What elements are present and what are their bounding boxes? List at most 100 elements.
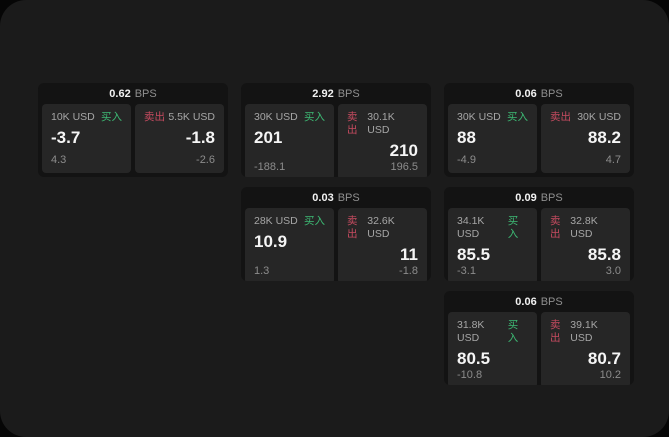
bps-unit-label: BPS	[134, 87, 157, 100]
quote-card: 2.92 BPS 30K USD 买入 201 -188.1 卖出 30.1K …	[241, 83, 431, 177]
buy-side-label: 买入	[304, 111, 325, 123]
card-body: 28K USD 买入 10.9 1.3 卖出 32.6K USD 11 -1.8	[245, 208, 427, 281]
buy-delta: -10.8	[457, 369, 483, 381]
sell-delta: -2.6	[196, 154, 215, 166]
sell-delta: 196.5	[390, 161, 418, 173]
sell-quote-panel[interactable]: 卖出 39.1K USD 80.7 10.2	[541, 312, 630, 385]
sell-price: 210	[389, 141, 418, 160]
buy-delta: -4.9	[457, 154, 476, 166]
sell-amount: 30.1K USD	[367, 111, 395, 136]
bps-value: 2.92	[312, 87, 334, 100]
buy-quote-panel[interactable]: 30K USD 买入 201 -188.1	[245, 104, 334, 177]
buy-price: 80.5	[457, 349, 491, 368]
bps-unit-label: BPS	[540, 87, 563, 100]
buy-side-label: 买入	[101, 111, 122, 123]
sell-side-label: 卖出	[347, 215, 358, 240]
sell-panel-top: 卖出 30.1K USD	[347, 111, 418, 137]
sell-side-label: 卖出	[144, 111, 165, 123]
card-body: 30K USD 买入 201 -188.1 卖出 30.1K USD 210 1…	[245, 104, 427, 177]
buy-price: 88	[457, 128, 476, 147]
sell-panel-top: 卖出 32.8K USD	[550, 215, 621, 241]
buy-price: 85.5	[457, 245, 491, 264]
buy-delta: -3.1	[457, 265, 476, 277]
sell-quote-panel[interactable]: 卖出 32.6K USD 11 -1.8	[338, 208, 427, 281]
quote-card: 0.62 BPS 10K USD 买入 -3.7 4.3 卖出 5.5K USD…	[38, 83, 228, 177]
card-header: 0.62 BPS	[38, 83, 228, 104]
quote-card: 0.09 BPS 34.1K USD 买入 85.5 -3.1 卖出 32.8K…	[444, 187, 634, 281]
sell-price: 88.2	[587, 128, 621, 147]
sell-delta: -1.8	[399, 265, 418, 277]
buy-price: 201	[254, 128, 283, 147]
bps-value: 0.06	[515, 295, 537, 308]
buy-delta: 4.3	[51, 154, 67, 166]
buy-quote-panel[interactable]: 28K USD 买入 10.9 1.3	[245, 208, 334, 281]
buy-amount: 28K USD	[254, 215, 298, 227]
sell-quote-panel[interactable]: 卖出 32.8K USD 85.8 3.0	[541, 208, 630, 281]
bps-unit-label: BPS	[337, 191, 360, 204]
card-body: 10K USD 买入 -3.7 4.3 卖出 5.5K USD -1.8 -2.…	[42, 104, 224, 173]
buy-side-label: 买入	[304, 215, 325, 227]
sell-price: 85.8	[587, 245, 621, 264]
sell-price: 80.7	[587, 349, 621, 368]
buy-quote-panel[interactable]: 31.8K USD 买入 80.5 -10.8	[448, 312, 537, 385]
buy-amount: 10K USD	[51, 111, 95, 123]
sell-delta: 4.7	[605, 154, 621, 166]
sell-quote-panel[interactable]: 卖出 30.1K USD 210 196.5	[338, 104, 427, 177]
quote-card: 0.03 BPS 28K USD 买入 10.9 1.3 卖出 32.6K US…	[241, 187, 431, 281]
buy-price: 10.9	[254, 232, 288, 251]
buy-panel-top: 10K USD 买入	[51, 111, 122, 124]
card-header: 0.09 BPS	[444, 187, 634, 208]
sell-side-label: 卖出	[550, 319, 561, 344]
card-body: 30K USD 买入 88 -4.9 卖出 30K USD 88.2 4.7	[448, 104, 630, 173]
sell-panel-top: 卖出 30K USD	[550, 111, 621, 124]
bps-unit-label: BPS	[337, 87, 360, 100]
sell-panel-top: 卖出 32.6K USD	[347, 215, 418, 241]
sell-panel-top: 卖出 39.1K USD	[550, 319, 621, 345]
bps-unit-label: BPS	[540, 295, 563, 308]
card-body: 34.1K USD 买入 85.5 -3.1 卖出 32.8K USD 85.8…	[448, 208, 630, 281]
sell-amount: 30K USD	[577, 111, 621, 123]
buy-side-label: 买入	[507, 319, 519, 344]
sell-side-label: 卖出	[550, 111, 571, 123]
sell-panel-top: 卖出 5.5K USD	[144, 111, 215, 124]
sell-delta: 10.2	[599, 369, 621, 381]
buy-panel-top: 30K USD 买入	[254, 111, 325, 124]
buy-quote-panel[interactable]: 30K USD 买入 88 -4.9	[448, 104, 537, 173]
buy-delta: 1.3	[254, 265, 270, 277]
quote-card-grid: 0.62 BPS 10K USD 买入 -3.7 4.3 卖出 5.5K USD…	[38, 83, 635, 385]
sell-quote-panel[interactable]: 卖出 30K USD 88.2 4.7	[541, 104, 630, 173]
sell-quote-panel[interactable]: 卖出 5.5K USD -1.8 -2.6	[135, 104, 224, 173]
buy-amount: 30K USD	[457, 111, 501, 123]
buy-side-label: 买入	[507, 111, 528, 123]
buy-panel-top: 30K USD 买入	[457, 111, 528, 124]
card-header: 0.06 BPS	[444, 291, 634, 312]
sell-price: 11	[400, 245, 418, 264]
sell-amount: 32.6K USD	[367, 215, 395, 240]
buy-panel-top: 34.1K USD 买入	[457, 215, 528, 241]
buy-amount: 30K USD	[254, 111, 298, 123]
bps-value: 0.62	[109, 87, 131, 100]
bps-value: 0.03	[312, 191, 334, 204]
card-header: 0.03 BPS	[241, 187, 431, 208]
buy-delta: -188.1	[254, 161, 286, 173]
buy-amount: 31.8K USD	[457, 319, 485, 344]
bps-value: 0.06	[515, 87, 537, 100]
card-header: 2.92 BPS	[241, 83, 431, 104]
bps-unit-label: BPS	[540, 191, 563, 204]
sell-price: -1.8	[185, 128, 215, 147]
sell-amount: 32.8K USD	[570, 215, 598, 240]
buy-amount: 34.1K USD	[457, 215, 485, 240]
buy-quote-panel[interactable]: 10K USD 买入 -3.7 4.3	[42, 104, 131, 173]
buy-panel-top: 31.8K USD 买入	[457, 319, 528, 345]
card-body: 31.8K USD 买入 80.5 -10.8 卖出 39.1K USD 80.…	[448, 312, 630, 385]
sell-amount: 39.1K USD	[570, 319, 598, 344]
buy-price: -3.7	[51, 128, 81, 147]
quote-card: 0.06 BPS 30K USD 买入 88 -4.9 卖出 30K USD 8…	[444, 83, 634, 177]
sell-side-label: 卖出	[347, 111, 358, 136]
bps-value: 0.09	[515, 191, 537, 204]
sell-amount: 5.5K USD	[168, 111, 215, 123]
buy-side-label: 买入	[507, 215, 519, 240]
sell-delta: 3.0	[605, 265, 621, 277]
buy-quote-panel[interactable]: 34.1K USD 买入 85.5 -3.1	[448, 208, 537, 281]
